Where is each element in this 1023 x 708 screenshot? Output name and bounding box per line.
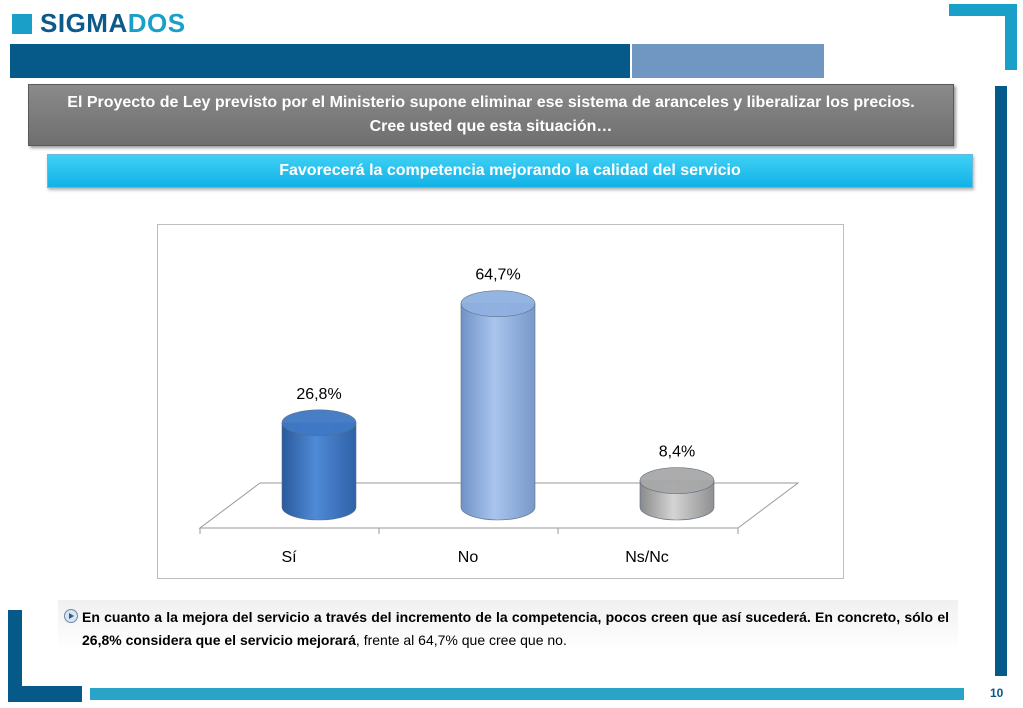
conclusion-text: En cuanto a la mejora del servicio a tra…: [82, 606, 949, 652]
question-text: El Proyecto de Ley previsto por el Minis…: [67, 94, 915, 135]
page-number: 10: [990, 686, 1004, 700]
corner-decoration-bottom-left-vertical: [8, 610, 22, 702]
right-side-strip: [995, 86, 1007, 676]
corner-decoration-bottom-left-horizontal: [8, 686, 82, 702]
data-label-3: 8,4%: [659, 444, 695, 461]
header-bar: [10, 44, 630, 78]
corner-decoration-top: [949, 4, 1017, 16]
header-bar-accent: [632, 44, 824, 78]
arrow-bullet-icon: [64, 609, 78, 623]
category-label-1: Sí: [281, 549, 297, 566]
conclusion-normal: , frente al 64,7% que cree que no.: [355, 632, 567, 648]
conclusion-box: [58, 600, 958, 650]
chart-frame: 26,8% Sí 64,7% No 8,4% Ns/Nc: [157, 224, 844, 579]
footer-bar: [90, 688, 964, 700]
bar-chart: 26,8% Sí 64,7% No 8,4% Ns/Nc: [198, 267, 800, 566]
bar-1: [281, 409, 357, 521]
answer-option-text: Favorecerá la competencia mejorando la c…: [279, 162, 741, 179]
category-label-3: Ns/Nc: [625, 549, 669, 566]
conclusion-bold: En cuanto a la mejora del servicio a tra…: [82, 609, 949, 648]
answer-option-box: Favorecerá la competencia mejorando la c…: [47, 154, 973, 188]
category-label-2: No: [458, 549, 479, 566]
question-box: El Proyecto de Ley previsto por el Minis…: [28, 84, 954, 146]
logo-square: [12, 14, 32, 34]
data-label-1: 26,8%: [296, 386, 341, 403]
bar-3: [639, 467, 715, 521]
corner-decoration-right: [1005, 4, 1017, 70]
sigmados-logo: SIGMADOS: [40, 8, 186, 38]
bar-2: [460, 290, 536, 521]
data-label-2: 64,7%: [475, 267, 520, 284]
